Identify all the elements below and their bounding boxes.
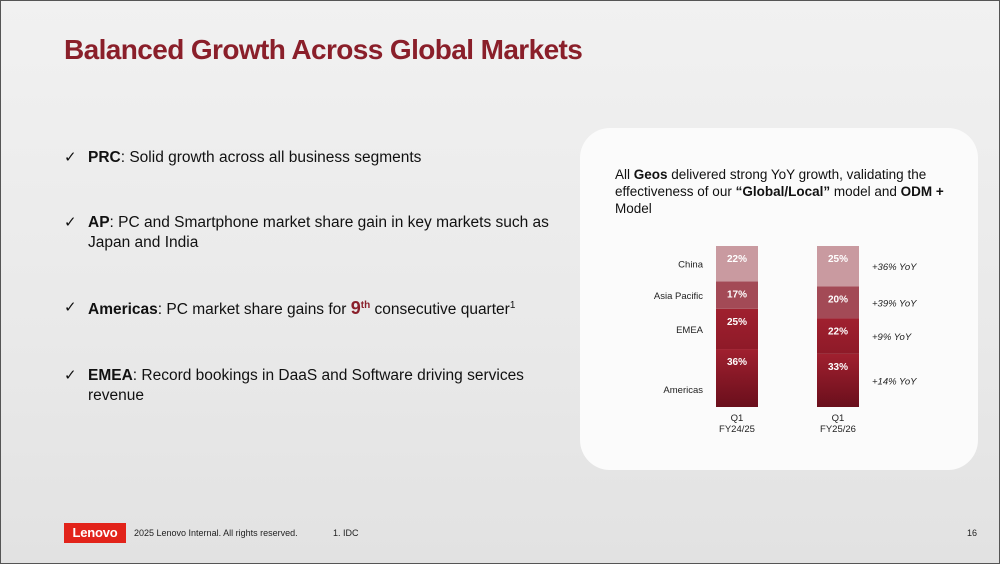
caption-part: All [615, 167, 634, 182]
copyright-text: 2025 Lenovo Internal. All rights reserve… [134, 528, 298, 538]
data-label: 36% [727, 357, 747, 368]
caption-part: delivered strong YoY growth, validating … [615, 167, 927, 199]
bullet-text: : Solid growth across all business segme… [120, 149, 422, 166]
bar-segment-asia-pacific [817, 286, 859, 319]
bullet-text: : PC and Smartphone market share gain in… [88, 214, 549, 251]
data-label: 25% [727, 317, 747, 328]
caption-part: Model [615, 201, 652, 216]
bullet-label: AP [88, 214, 110, 231]
bullet-label: Americas [88, 301, 158, 318]
lenovo-logo: Lenovo [64, 523, 126, 543]
bar-segment-americas [817, 353, 859, 407]
caption-bold: “Global/Local” [735, 184, 831, 199]
quarter-count: 9 [350, 298, 361, 318]
caption-part: model and [830, 184, 901, 199]
yoy-label: +36% YoY [872, 262, 917, 273]
category-label: FY24/25 [719, 424, 755, 435]
bar-segment-emea [817, 318, 859, 354]
data-label: 22% [727, 254, 747, 265]
bar-segment-emea [716, 308, 758, 350]
stacked-bar-chart: 36%25%17%22%Q1FY24/2533%22%20%25%Q1FY25/… [654, 246, 917, 435]
series-label: China [678, 260, 704, 271]
yoy-label: +14% YoY [872, 376, 917, 387]
bar-segment-americas [716, 349, 758, 407]
check-icon: ✓ [64, 214, 77, 231]
bullet-text-end: consecutive quarter [370, 301, 510, 318]
data-label: 17% [727, 289, 747, 300]
bar-segment-china [817, 246, 859, 287]
chart-panel: All Geos delivered strong YoY growth, va… [580, 128, 978, 470]
footnote-ref: 1 [509, 299, 516, 311]
series-label: Americas [663, 385, 703, 396]
page-number: 16 [967, 528, 978, 538]
check-icon: ✓ [64, 149, 77, 166]
check-icon: ✓ [64, 367, 77, 384]
caption-bold: Geos [633, 167, 668, 182]
bullet-label: EMEA [88, 367, 133, 384]
data-label: 20% [828, 294, 848, 305]
bullet-text: : Record bookings in DaaS and Software d… [88, 367, 524, 404]
panel-caption: All Geos delivered strong YoY growth, va… [615, 166, 960, 217]
yoy-label: +9% YoY [872, 332, 912, 343]
category-label: Q1 [731, 413, 744, 424]
series-label: Asia Pacific [654, 291, 703, 302]
data-label: 22% [828, 326, 848, 337]
check-icon: ✓ [64, 299, 77, 316]
caption-bold: ODM + [900, 184, 944, 199]
footnote-text: 1. IDC [333, 528, 359, 538]
category-label: FY25/26 [820, 424, 856, 435]
data-label: 25% [828, 254, 848, 265]
page-title: Balanced Growth Across Global Markets [64, 34, 583, 65]
category-label: Q1 [832, 413, 845, 424]
bar-segment-asia-pacific [716, 281, 758, 309]
bullet-label: PRC [88, 149, 121, 166]
series-label: EMEA [676, 325, 704, 336]
data-label: 33% [828, 362, 848, 373]
yoy-label: +39% YoY [872, 298, 917, 309]
bar-segment-china [716, 246, 758, 282]
bullet-text: : PC market share gains for [157, 301, 351, 318]
ordinal-suffix: th [360, 299, 371, 311]
